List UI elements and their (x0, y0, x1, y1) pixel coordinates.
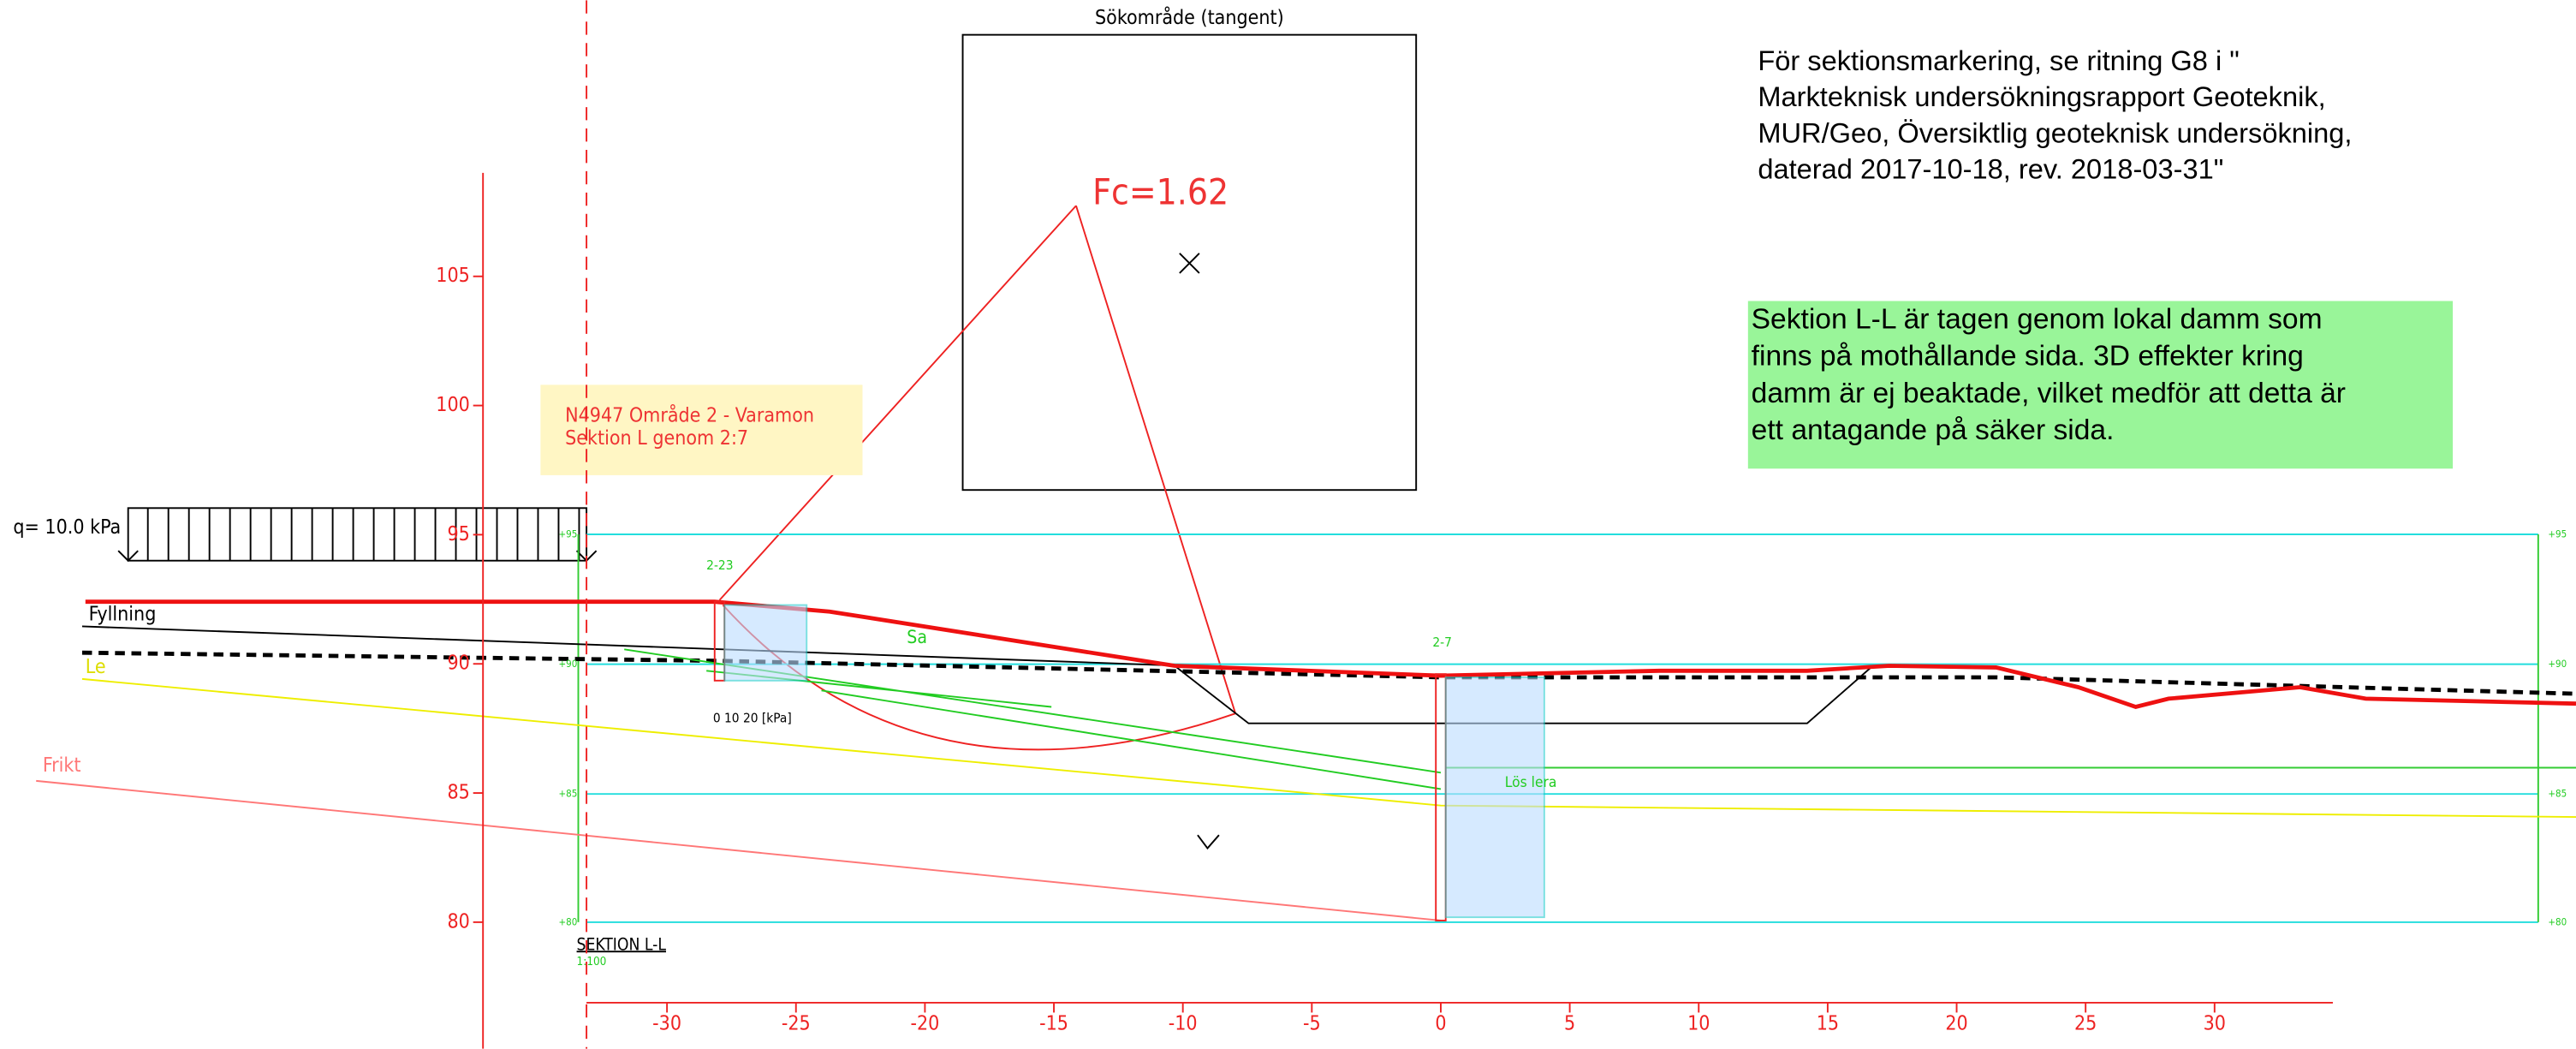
safety-factor: Fc=1.62 (1092, 170, 1229, 212)
borehole (1435, 673, 1447, 921)
tick-label: 30 (2204, 1012, 2226, 1034)
borehole-profile (723, 604, 808, 682)
fyllning-line (81, 625, 1183, 667)
v-mark (1197, 834, 1220, 850)
borehole-profile (1444, 676, 1545, 919)
text-line: För sektionsmarkering, se ritning G8 i " (1758, 45, 2240, 76)
section-title: SEKTION L-L (577, 934, 667, 954)
text-line: damm är ej beaktade, vilket medför att d… (1752, 378, 2346, 409)
level-label: +90 (2548, 658, 2567, 670)
reference-note: För sektionsmarkering, se ritning G8 i "… (1758, 45, 2352, 185)
text-line: Sektion L genom 2:7 (565, 427, 748, 450)
tick-label: 95 (447, 523, 469, 545)
level-label: +90 (558, 658, 577, 670)
search-title: Sökområde (tangent) (1095, 5, 1284, 29)
level-label: +85 (2548, 788, 2567, 800)
tick-label: 25 (2074, 1012, 2097, 1034)
frikt-line (36, 779, 1442, 921)
tick-label: -30 (652, 1012, 681, 1034)
text-line: daterad 2017-10-18, rev. 2018-03-31" (1758, 153, 2223, 185)
layer-label: Le (86, 656, 106, 678)
load-arrow (117, 550, 598, 563)
tick-label: 90 (447, 653, 469, 675)
search-box (961, 33, 1418, 492)
center-mark (1179, 253, 1200, 274)
load-hatch (117, 508, 598, 563)
tick-label: -5 (1303, 1012, 1321, 1034)
tick-label: 15 (1817, 1012, 1839, 1034)
borehole-label: 2-23 (706, 557, 733, 573)
text-line: N4947 Område 2 - Varamon (565, 402, 814, 426)
text-line: Markteknisk undersökningsrapport Geotekn… (1758, 80, 2325, 112)
tick-label: 105 (436, 265, 470, 287)
text-line: ett antagande på säker sida. (1752, 414, 2115, 446)
level-label: +95 (558, 528, 577, 540)
borehole (713, 600, 726, 682)
tick-label: 85 (447, 782, 469, 804)
section-note-box (1747, 301, 2454, 469)
project-label-box (540, 384, 863, 475)
level-label: +80 (2548, 915, 2567, 927)
text-line: finns på mothållande sida. 3D effekter k… (1752, 341, 2304, 373)
tick-label: -20 (910, 1012, 939, 1034)
tick-label: -15 (1039, 1012, 1068, 1034)
section-scale: 1:100 (577, 956, 607, 969)
layer-label: Lös lera (1505, 774, 1557, 791)
tick-label: 80 (447, 910, 469, 933)
tick-label: 20 (1945, 1012, 1967, 1034)
borehole-label: 2-7 (1432, 635, 1452, 650)
layer-label: Fyllning (89, 604, 157, 626)
level-lines (586, 533, 2538, 923)
tick-label: 10 (1687, 1012, 1710, 1034)
tick-label: 0 (1435, 1012, 1446, 1034)
tick-label: 5 (1564, 1012, 1575, 1034)
groundwater-line (81, 650, 2576, 696)
load-label: q= 10.0 kPa (13, 516, 121, 539)
level-frame (577, 534, 2576, 922)
level-label: +95 (2548, 528, 2567, 540)
tick-label: -25 (782, 1012, 811, 1034)
text-line: Sektion L-L är tagen genom lokal damm so… (1752, 303, 2323, 335)
level-label: +85 (558, 788, 577, 800)
tick-label: -10 (1169, 1012, 1198, 1034)
layer-label: Sa (907, 626, 927, 647)
le-line (81, 677, 2576, 819)
section-note: Sektion L-L är tagen genom lokal damm so… (1752, 303, 2346, 446)
layer-label: Frikt (43, 754, 81, 777)
level-label: +80 (558, 915, 577, 927)
text-line: MUR/Geo, Översiktlig geoteknisk undersök… (1758, 116, 2352, 148)
kpa-scale: 0 10 20 [kPa] (713, 710, 792, 725)
tick-label: 100 (436, 394, 470, 416)
ground-surface (85, 599, 2576, 710)
